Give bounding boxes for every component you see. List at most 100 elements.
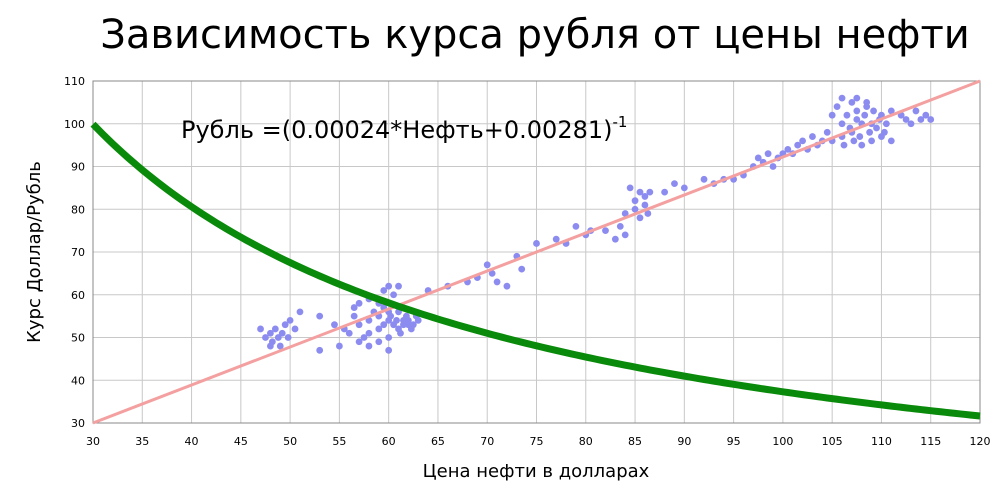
scatter-point	[887, 107, 895, 115]
scatter-point	[868, 137, 875, 145]
scatter-point	[853, 116, 861, 123]
scatter-point	[360, 334, 368, 341]
chart-title: Зависимость курса рубля от цены нефти	[100, 12, 970, 58]
y-tick-label: 30	[71, 417, 85, 430]
scatter-point	[912, 107, 920, 115]
x-tick-label: 50	[283, 435, 297, 448]
scatter-point	[838, 120, 846, 128]
scatter-point	[393, 317, 400, 324]
formula-superscript: -1	[612, 113, 627, 131]
scatter-point	[700, 175, 708, 183]
scatter-point	[641, 193, 649, 200]
x-tick-label: 60	[382, 435, 396, 448]
x-tick-label: 45	[234, 435, 248, 448]
scatter-point	[385, 282, 393, 290]
plot-frame	[92, 80, 981, 424]
scatter-point	[397, 329, 404, 337]
scatter-point	[274, 334, 282, 341]
scatter-point	[281, 321, 289, 329]
scatter-point	[380, 321, 388, 329]
scatter-point	[858, 141, 866, 149]
scatter-point	[355, 299, 363, 307]
x-axis-ticks: 30 35 40 45 50 55 60 65 70 75 80 85 90 95 100 105 110 115…	[86, 435, 991, 448]
scatter-point	[853, 107, 861, 115]
y-tick-label: 50	[71, 332, 85, 345]
scatter-point	[840, 141, 848, 149]
scatter-point	[365, 329, 373, 337]
scatter-point	[907, 120, 915, 128]
scatter-point	[267, 342, 274, 350]
scatter-point	[902, 116, 910, 123]
scatter-point	[636, 188, 644, 196]
scatter-point	[602, 227, 609, 235]
scatter-point	[646, 188, 654, 196]
scatter-point	[626, 184, 634, 192]
scatter-point	[828, 111, 836, 119]
scatter-point	[276, 342, 284, 350]
scatter-point	[552, 235, 560, 243]
scatter-point	[887, 137, 895, 145]
scatter-point	[395, 282, 402, 290]
scatter-point	[375, 338, 383, 346]
scatter-point	[661, 188, 669, 196]
scatter-point	[414, 317, 422, 324]
x-tick-label: 95	[727, 435, 741, 448]
scatter-point	[278, 329, 286, 337]
scatter-point	[873, 124, 880, 132]
scatter-point	[616, 222, 624, 230]
scatter-point	[271, 325, 279, 333]
scatter-point	[262, 334, 269, 341]
scatter-point	[286, 317, 294, 324]
scatter-point	[291, 325, 299, 333]
scatter-point	[882, 120, 890, 128]
x-tick-label: 115	[920, 435, 941, 448]
scatter-point	[922, 111, 930, 119]
scatter-point	[833, 103, 841, 111]
scatter-point	[823, 128, 831, 136]
scatter-point	[764, 150, 772, 158]
scatter-point	[409, 321, 417, 329]
x-tick-label: 75	[530, 435, 544, 448]
y-tick-label: 70	[71, 246, 85, 259]
y-tick-label: 80	[71, 203, 85, 216]
x-tick-label: 65	[431, 435, 445, 448]
model-curve	[90, 121, 981, 420]
scatter-point	[257, 325, 264, 333]
y-tick-label: 100	[64, 118, 85, 131]
scatter-point	[488, 269, 496, 277]
x-tick-label: 110	[871, 435, 892, 448]
x-tick-label: 90	[677, 435, 691, 448]
scatter-point	[365, 342, 373, 350]
scatter-point	[866, 128, 874, 136]
scatter-point	[794, 141, 802, 149]
scatter-point	[850, 137, 858, 145]
scatter-point	[572, 222, 580, 230]
scatter-point	[493, 278, 501, 286]
x-axis-label: Цена нефти в долларах	[423, 461, 650, 482]
scatter-point	[631, 205, 639, 213]
fit-line	[92, 79, 981, 425]
scatter-point	[843, 111, 851, 119]
x-tick-label: 100	[772, 435, 793, 448]
x-tick-label: 30	[86, 435, 100, 448]
scatter-point	[345, 329, 353, 337]
scatter-point	[621, 210, 629, 217]
scatter-point	[331, 321, 338, 329]
scatter-point	[518, 265, 526, 273]
formula-annotation: Рубль =(0.00024*Нефть+0.00281)-1	[181, 113, 627, 144]
scatter-point	[848, 98, 856, 106]
scatter-point	[636, 214, 644, 222]
x-tick-label: 85	[628, 435, 642, 448]
scatter-point	[380, 287, 388, 294]
formula-main: Рубль =(0.00024*Нефть+0.00281)	[181, 116, 612, 144]
scatter-point	[799, 137, 806, 145]
scatter-point	[385, 334, 393, 341]
scatter-point	[483, 261, 491, 269]
scatter-point	[375, 325, 383, 333]
y-axis-ticks: 30 40 50 60 70 80 90 100 110	[64, 75, 85, 430]
scatter-point	[355, 338, 363, 346]
y-tick-label: 90	[71, 161, 85, 174]
scatter-point	[385, 346, 393, 354]
scatter-point	[267, 329, 274, 337]
